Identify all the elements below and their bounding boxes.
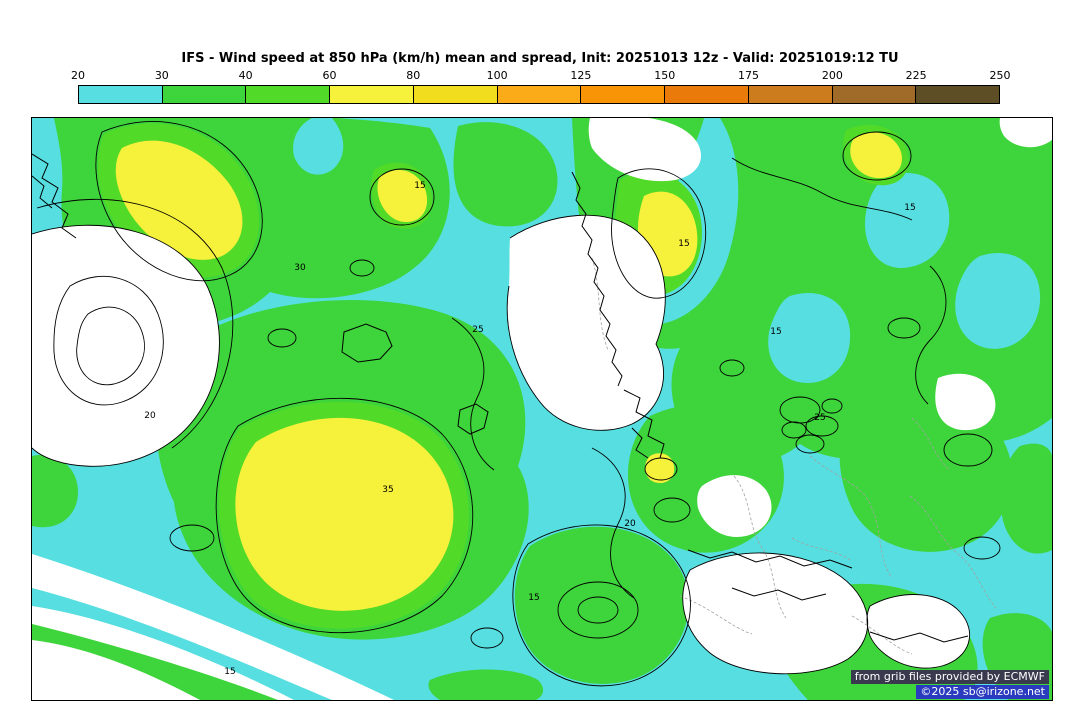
credit-copyright: ©2025 sb@irizone.net bbox=[916, 685, 1049, 699]
colorbar-segment bbox=[832, 86, 917, 103]
contour-value-label: 25 bbox=[472, 325, 483, 335]
contour-line-layer bbox=[32, 121, 1001, 687]
colorbar-tick-label: 225 bbox=[905, 69, 927, 82]
map-frame: 15 30 25 15 35 15 20 15 25 15 15 20 from grib files… bbox=[31, 117, 1053, 701]
contour-value-label: 20 bbox=[144, 411, 156, 421]
colorbar-segment bbox=[497, 86, 582, 103]
weather-map-svg: 15 30 25 15 35 15 20 15 25 15 15 20 bbox=[32, 118, 1052, 700]
contour-value-label: 15 bbox=[904, 203, 915, 213]
colorbar-segment bbox=[748, 86, 833, 103]
colorbar: 20 30 40 60 80 100 125 150 175 200 225 250 bbox=[71, 69, 1011, 104]
contour-value-label: 20 bbox=[624, 519, 636, 529]
credit-provider: from grib files provided by ECMWF bbox=[850, 670, 1049, 684]
contour-value-label: 15 bbox=[678, 239, 689, 249]
contour-value-label: 15 bbox=[770, 327, 781, 337]
contour-value-label: 15 bbox=[224, 667, 235, 677]
colorbar-ticks: 20 30 40 60 80 100 125 150 175 200 225 250 bbox=[71, 69, 1011, 83]
colorbar-tick-label: 60 bbox=[322, 69, 337, 82]
colorbar-segment bbox=[79, 86, 163, 103]
colorbar-segment bbox=[330, 86, 414, 103]
colorbar-tick-label: 150 bbox=[654, 69, 676, 82]
contour-value-label: 35 bbox=[382, 485, 393, 495]
colorbar-tick-label: 80 bbox=[406, 69, 421, 82]
contour-labels: 15 30 25 15 35 15 20 15 25 15 15 20 bbox=[144, 181, 915, 677]
contour-value-label: 15 bbox=[414, 181, 425, 191]
colorbar-tick-label: 200 bbox=[821, 69, 843, 82]
colorbar-tick-label: 175 bbox=[738, 69, 760, 82]
colorbar-tick-label: 30 bbox=[154, 69, 169, 82]
country-border-layer bbox=[591, 257, 997, 655]
contour-value-label: 30 bbox=[294, 263, 306, 273]
colorbar-segment bbox=[916, 86, 1000, 103]
colorbar-segment bbox=[581, 86, 666, 103]
colorbar-tick-label: 100 bbox=[486, 69, 508, 82]
chart-title: IFS - Wind speed at 850 hPa (km/h) mean … bbox=[181, 51, 899, 66]
colorbar-segment bbox=[413, 86, 498, 103]
colorbar-segment bbox=[162, 86, 247, 103]
coastline-layer bbox=[32, 153, 969, 643]
colorbar-segment bbox=[246, 86, 331, 103]
colorbar-segment bbox=[665, 86, 749, 103]
colorbar-segments bbox=[78, 85, 1000, 104]
colorbar-tick-label: 250 bbox=[989, 69, 1011, 82]
colorbar-tick-label: 20 bbox=[71, 69, 85, 82]
wind-fill-layer bbox=[32, 118, 1052, 700]
contour-value-label: 15 bbox=[528, 593, 539, 603]
colorbar-tick-label: 125 bbox=[570, 69, 592, 82]
contour-value-label: 25 bbox=[814, 413, 825, 423]
colorbar-tick-label: 40 bbox=[238, 69, 253, 82]
